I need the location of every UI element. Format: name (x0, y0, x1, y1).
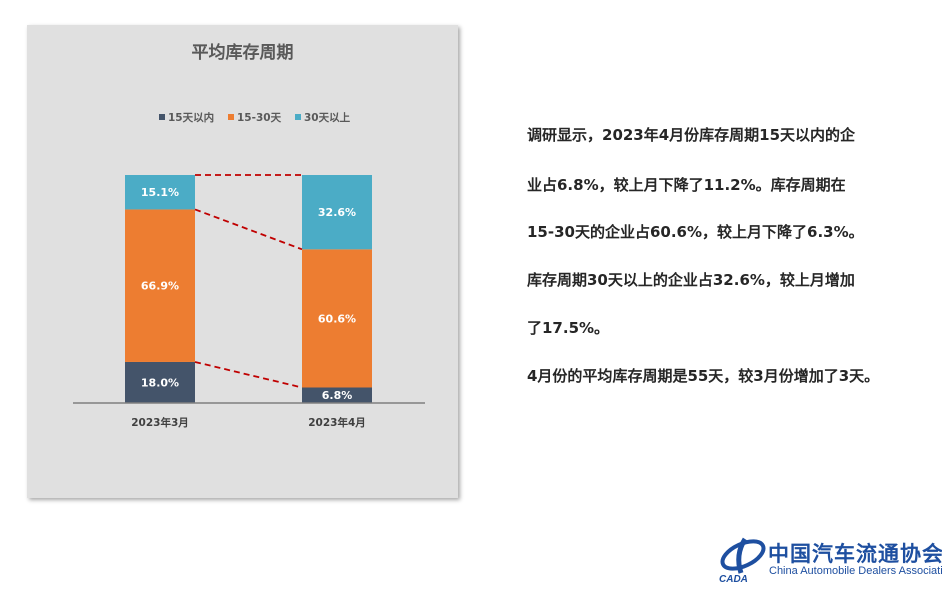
chart-title: 平均库存周期 (192, 42, 294, 63)
bar-segment (302, 249, 372, 388)
text-line: 了17.5%。 (527, 319, 610, 337)
series-line (194, 208, 303, 251)
cada-logo: CADA 中国汽车流通协会 China Automobile Dealers A… (715, 535, 942, 585)
legend-label: 30天以上 (304, 111, 351, 124)
svg-text:CADA: CADA (719, 574, 748, 585)
text-line: 15-30天的企业占60.6%，较上月下降了6.3%。 (527, 223, 864, 241)
bar-segment (302, 175, 372, 250)
data-label: 18.0% (141, 376, 179, 389)
text-line: 调研显示，2023年4月份库存周期15天以内的企 (527, 126, 856, 144)
data-label: 6.8% (322, 389, 353, 402)
cada-emblem-icon: CADA (719, 537, 766, 585)
legend-swatch (295, 114, 301, 120)
data-label: 32.6% (318, 206, 356, 219)
legend-label: 15-30天 (237, 112, 282, 124)
bar-segment (125, 209, 195, 362)
logo-name-en: China Automobile Dealers Association (769, 565, 942, 577)
text-line: 4月份的平均库存周期是55天，较3月份增加了3天。 (527, 367, 880, 385)
data-label: 66.9% (141, 280, 179, 293)
category-label: 2023年4月 (308, 416, 366, 429)
data-label: 60.6% (318, 312, 356, 325)
bar-segment (302, 387, 372, 403)
legend-swatch (228, 114, 234, 120)
bar-segment (125, 361, 195, 403)
legend-label: 15天以内 (168, 111, 214, 124)
logo-name-cn: 中国汽车流通协会 (768, 541, 942, 566)
chart-panel: 平均库存周期 15天以内 15-30天 30天以上 18.0% 66.9% 15.1% 202… (27, 25, 458, 498)
category-label: 2023年3月 (131, 416, 189, 429)
series-line (194, 361, 303, 389)
bar-segment (125, 175, 195, 210)
text-line: 库存周期30天以上的企业占32.6%，较上月增加 (527, 271, 855, 289)
data-label: 15.1% (141, 186, 179, 199)
stacked-bar-chart: 平均库存周期 15天以内 15-30天 30天以上 18.0% 66.9% 15.1% 202… (73, 42, 425, 429)
legend-swatch (159, 114, 165, 120)
text-line: 业占6.8%，较上月下降了11.2%。库存周期在 (527, 176, 846, 194)
